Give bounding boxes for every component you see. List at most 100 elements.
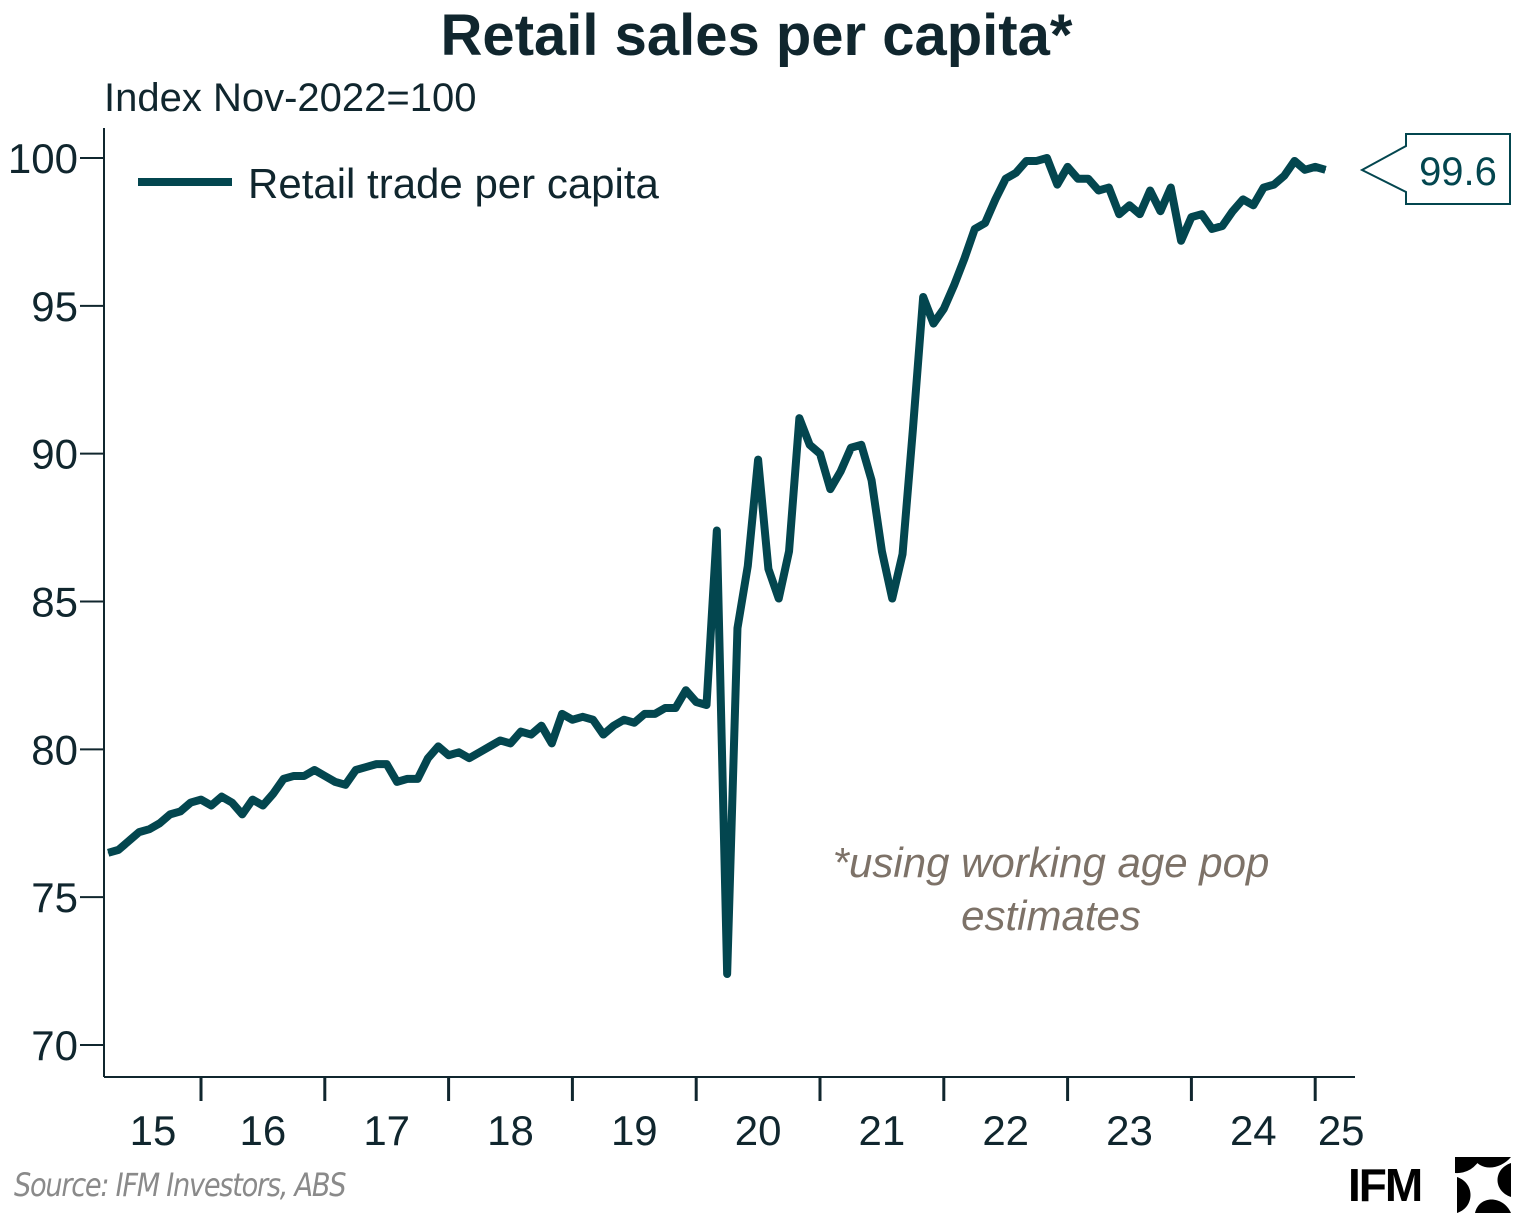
data-point — [210, 805, 212, 807]
y-tick-label: 100 — [8, 135, 78, 182]
data-point — [871, 479, 873, 481]
data-point — [324, 775, 326, 777]
data-point — [334, 781, 336, 783]
data-point — [1118, 213, 1120, 215]
data-point — [798, 417, 800, 419]
x-axis-ticks: 15 16 17 18 19 20 21 22 23 24 25 — [130, 1077, 1365, 1154]
y-axis-ticks: 70 75 80 85 90 95 100 — [8, 135, 104, 1069]
data-point — [293, 775, 295, 777]
chart-title: Retail sales per capita* — [440, 3, 1073, 68]
data-point — [592, 719, 594, 721]
x-tick-label: 23 — [1106, 1107, 1153, 1154]
data-point — [117, 849, 119, 851]
data-point — [881, 550, 883, 552]
data-point — [179, 810, 181, 812]
data-point — [169, 813, 171, 815]
y-axis-unit-label: Index Nov-2022=100 — [104, 76, 477, 120]
data-point — [396, 781, 398, 783]
series-retail-trade-per-capita — [107, 154, 1327, 979]
data-point — [551, 742, 553, 744]
data-point — [1139, 213, 1141, 215]
x-tick-label: 17 — [363, 1107, 410, 1154]
data-point — [1190, 216, 1192, 218]
data-point — [726, 973, 728, 975]
x-tick-label: 16 — [240, 1107, 287, 1154]
y-tick-label: 80 — [31, 726, 78, 773]
data-point — [437, 745, 439, 747]
data-point — [809, 444, 811, 446]
data-point — [1325, 169, 1327, 171]
y-tick-label: 90 — [31, 431, 78, 478]
data-point — [148, 828, 150, 830]
annotation-line-1: *using working age pop — [833, 839, 1270, 886]
data-point — [829, 488, 831, 490]
data-point — [200, 799, 202, 801]
data-point — [499, 739, 501, 741]
data-point — [355, 769, 357, 771]
data-point — [231, 802, 233, 804]
footnote-annotation: *using working age pop estimates — [833, 839, 1270, 939]
data-point — [1015, 172, 1017, 174]
data-point — [448, 754, 450, 756]
data-point — [303, 775, 305, 777]
data-point — [633, 722, 635, 724]
data-point — [540, 725, 542, 727]
data-point — [994, 198, 996, 200]
data-point — [1056, 184, 1058, 186]
data-point — [458, 751, 460, 753]
data-point — [1170, 187, 1172, 189]
data-point — [953, 284, 955, 286]
legend-label: Retail trade per capita — [248, 160, 660, 207]
data-point — [840, 470, 842, 472]
data-point — [365, 766, 367, 768]
data-point — [654, 713, 656, 715]
data-point — [344, 784, 346, 786]
data-point — [561, 713, 563, 715]
data-point — [675, 707, 677, 709]
y-tick-label: 75 — [31, 874, 78, 921]
data-point — [1005, 178, 1007, 180]
data-point — [757, 459, 759, 461]
data-point — [974, 228, 976, 230]
data-point — [1252, 204, 1254, 206]
data-point — [1108, 187, 1110, 189]
data-point — [922, 296, 924, 298]
data-point — [375, 763, 377, 765]
legend: Retail trade per capita — [138, 160, 660, 207]
callout-value: 99.6 — [1419, 150, 1497, 194]
data-point — [128, 840, 130, 842]
data-point — [685, 689, 687, 691]
data-point — [736, 627, 738, 629]
data-point — [623, 719, 625, 721]
x-tick-label: 21 — [859, 1107, 906, 1154]
data-point — [912, 429, 914, 431]
data-point — [1046, 157, 1048, 159]
data-point — [1273, 184, 1275, 186]
data-point — [695, 701, 697, 703]
data-point — [613, 725, 615, 727]
data-point — [272, 793, 274, 795]
data-point — [1025, 160, 1027, 162]
data-point — [520, 731, 522, 733]
data-point — [159, 822, 161, 824]
x-tick-label: 24 — [1230, 1107, 1277, 1154]
data-point — [283, 778, 285, 780]
data-point — [778, 598, 780, 600]
x-tick-label: 18 — [487, 1107, 534, 1154]
x-tick-label: 22 — [982, 1107, 1029, 1154]
data-point — [963, 258, 965, 260]
callout-box — [1359, 133, 1511, 205]
data-point — [943, 308, 945, 310]
data-point — [1201, 213, 1203, 215]
data-point — [1263, 187, 1265, 189]
data-point — [716, 530, 718, 532]
x-tick-label: 15 — [130, 1107, 177, 1154]
data-point — [510, 742, 511, 744]
data-point — [891, 598, 893, 600]
y-tick-label: 85 — [31, 579, 78, 626]
data-point — [1242, 198, 1244, 200]
data-point — [1294, 160, 1296, 162]
data-point — [1098, 190, 1100, 192]
data-point — [190, 802, 192, 804]
data-point — [571, 719, 573, 721]
